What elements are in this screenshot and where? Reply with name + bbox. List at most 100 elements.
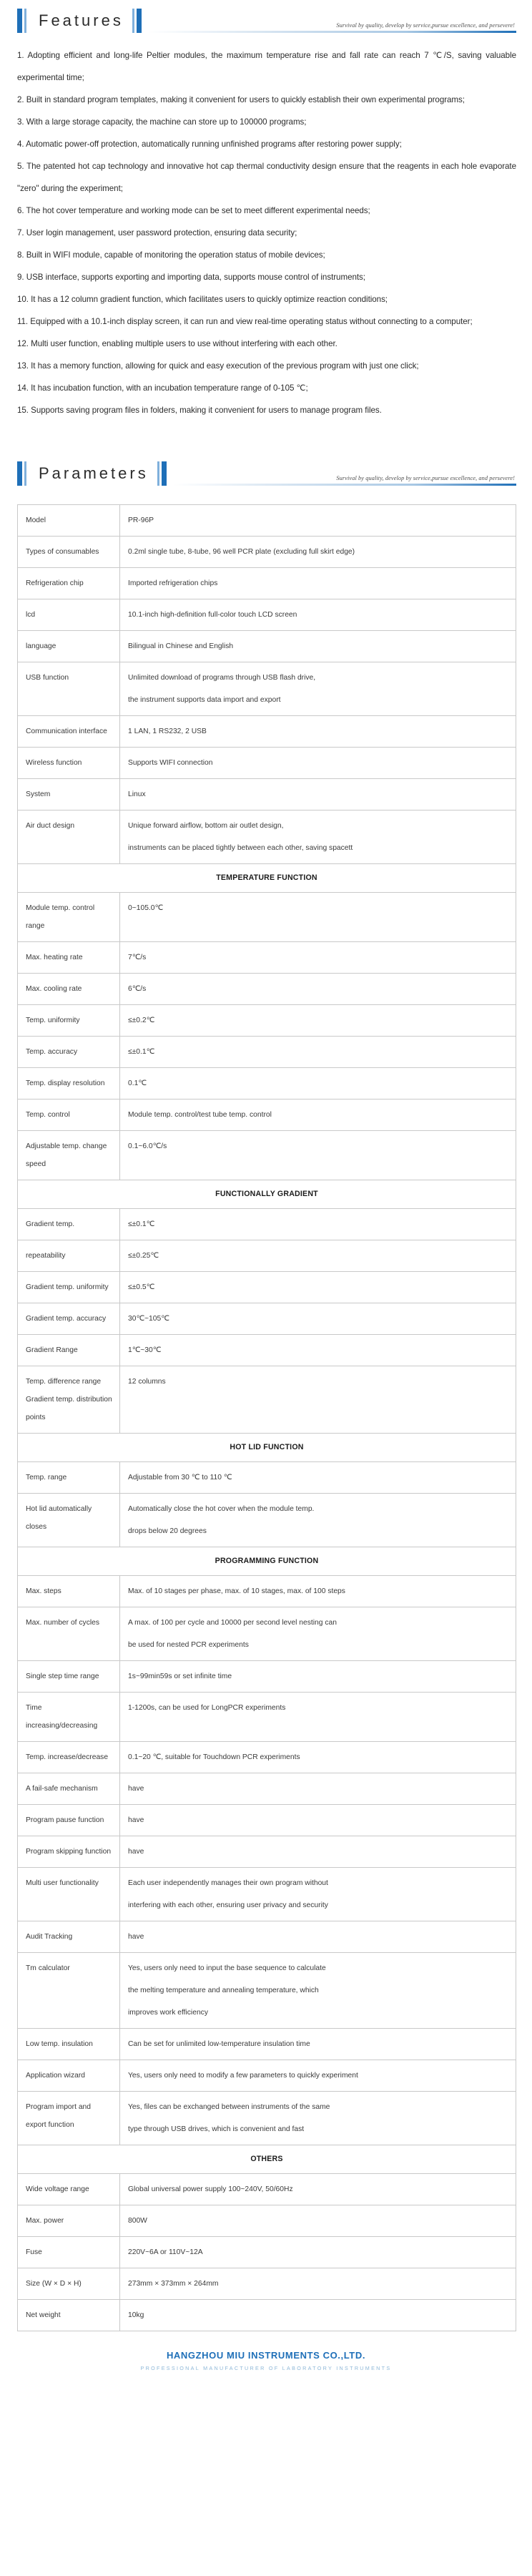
table-cell-line: 10.1-inch high-definition full-color tou… — [128, 611, 297, 619]
table-cell-key: Temp. accuracy — [17, 1036, 120, 1068]
table-cell-line: 1 LAN, 1 RS232, 2 USB — [128, 728, 207, 735]
table-cell-line: Can be set for unlimited low-temperature… — [128, 2040, 310, 2048]
table-row: Program import and export function Yes, f… — [17, 2091, 516, 2145]
table-cell-key: Gradient Range — [17, 1334, 120, 1366]
table-cell-line: Bilingual in Chinese and English — [128, 642, 234, 650]
feature-item: 11. Equipped with a 10.1-inch display sc… — [17, 317, 473, 326]
table-cell-key: Adjustable temp. change speed — [17, 1130, 120, 1180]
parameters-table: Model PR-96P Types of consumables 0.2ml sin… — [17, 504, 516, 2331]
table-cell-line: 220V~6A or 110V~12A — [128, 2248, 203, 2256]
table-cell-line: ≤±0.25℃ — [128, 1252, 159, 1260]
table-cell-line: the melting temperature and annealing te… — [128, 1987, 319, 1994]
table-cell-line: type through USB drives, which is conven… — [128, 2125, 305, 2133]
table-row: Communication interface 1 LAN, 1 RS232, 2… — [17, 715, 516, 748]
table-row: Temp. range Adjustable from 30 ℃ to 110 ℃ — [17, 1461, 516, 1494]
table-cell-line: 6℃/s — [128, 985, 147, 993]
table-cell-value: 1-1200s, can be used for LongPCR experim… — [119, 1692, 516, 1742]
table-cell-key: Max. number of cycles — [17, 1607, 120, 1661]
table-cell-key: Net weight — [17, 2299, 120, 2331]
table-cell-line: Yes, files can be exchanged between inst… — [128, 2103, 330, 2111]
table-row: Gradient Range 1℃~30℃ — [17, 1334, 516, 1366]
table-cell-line: 30℃~105℃ — [128, 1315, 169, 1323]
table-row: Temp. difference range Gradient temp. di… — [17, 1366, 516, 1434]
table-cell-key: Audit Tracking — [17, 1921, 120, 1953]
table-cell-value: ≤±0.5℃ — [119, 1271, 516, 1303]
table-cell-value: 7℃/s — [119, 941, 516, 974]
company-tagline: PROFESSIONAL MANUFACTURER OF LABORATORY … — [140, 2365, 392, 2371]
table-cell-key: Max. steps — [17, 1575, 120, 1607]
table-cell-line: Yes, users only need to input the base s… — [128, 1964, 326, 1972]
table-row: Program skipping function have — [17, 1836, 516, 1868]
table-cell-line: instruments can be placed tightly betwee… — [128, 844, 353, 852]
table-row: Temp. control Module temp. control/test t… — [17, 1099, 516, 1131]
table-cell-value: Yes, users only need to modify a few par… — [119, 2060, 516, 2092]
table-group-label: TEMPERATURE FUNCTION — [17, 863, 516, 893]
table-spacer — [0, 486, 532, 504]
feature-item: 4. Automatic power-off protection, autom… — [17, 139, 402, 149]
table-cell-line: Unlimited download of programs through U… — [128, 674, 316, 682]
accent-bar-thick-icon — [17, 9, 22, 33]
table-cell-value: Linux — [119, 778, 516, 810]
table-cell-value: ≤±0.1℃ — [119, 1208, 516, 1240]
table-row: Max. heating rate 7℃/s — [17, 941, 516, 974]
table-row: Hot lid automatically closes Automaticall… — [17, 1493, 516, 1547]
header-rule — [172, 484, 516, 486]
table-row: Temp. accuracy ≤±0.1℃ — [17, 1036, 516, 1068]
table-cell-line: have — [128, 1785, 144, 1793]
table-cell-line: the instrument supports data import and … — [128, 696, 281, 704]
feature-item: 7. User login management, user password … — [17, 228, 297, 237]
table-cell-value: Unique forward airflow, bottom air outle… — [119, 810, 516, 864]
features-title: Features — [39, 11, 124, 29]
table-cell-key: Temp. control — [17, 1099, 120, 1131]
table-cell-line: 7℃/s — [128, 954, 147, 961]
product-spec-page: Features Survival by quality, develop by… — [0, 9, 532, 2371]
table-cell-line: ≤±0.2℃ — [128, 1017, 155, 1024]
table-row: A fail-safe mechanism have — [17, 1773, 516, 1805]
accent-bar-thin-icon — [24, 461, 26, 486]
table-cell-value: 0~105.0℃ — [119, 892, 516, 942]
table-row: Low temp. insulation Can be set for unlim… — [17, 2028, 516, 2060]
table-cell-key: Max. cooling rate — [17, 973, 120, 1005]
table-cell-line: interfering with each other, ensuring us… — [128, 1901, 328, 1909]
table-cell-value: 220V~6A or 110V~12A — [119, 2236, 516, 2268]
table-cell-value: have — [119, 1836, 516, 1868]
table-group-row: HOT LID FUNCTION — [17, 1433, 516, 1462]
table-row: Max. cooling rate 6℃/s — [17, 973, 516, 1005]
table-cell-value: 6℃/s — [119, 973, 516, 1005]
table-cell-line: be used for nested PCR experiments — [128, 1641, 249, 1649]
table-cell-value: have — [119, 1804, 516, 1836]
company-slogan: Survival by quality, develop by service,… — [336, 22, 515, 29]
table-cell-key: Temp. uniformity — [17, 1004, 120, 1037]
table-cell-key: Max. power — [17, 2205, 120, 2237]
table-cell-value: Max. of 10 stages per phase, max. of 10 … — [119, 1575, 516, 1607]
table-group-row: FUNCTIONALLY GRADIENT — [17, 1180, 516, 1209]
table-cell-key: Wide voltage range — [17, 2173, 120, 2205]
table-cell-key: Gradient temp. uniformity — [17, 1271, 120, 1303]
table-cell-key: Module temp. control range — [17, 892, 120, 942]
table-cell-value: ≤±0.25℃ — [119, 1240, 516, 1272]
table-cell-line: 273mm × 373mm × 264mm — [128, 2280, 219, 2288]
table-cell-value: 800W — [119, 2205, 516, 2237]
table-row: Wireless function Supports WIFI connectio… — [17, 747, 516, 779]
table-cell-line: Unique forward airflow, bottom air outle… — [128, 822, 284, 830]
table-cell-line: have — [128, 1848, 144, 1856]
table-cell-value: 273mm × 373mm × 264mm — [119, 2268, 516, 2300]
table-cell-key: Temp. range — [17, 1461, 120, 1494]
accent-bars-right — [157, 461, 169, 486]
table-cell-value: 1℃~30℃ — [119, 1334, 516, 1366]
table-cell-value: 0.1~20 ℃, suitable for Touchdown PCR exp… — [119, 1741, 516, 1773]
table-cell-value: A max. of 100 per cycle and 10000 per se… — [119, 1607, 516, 1661]
table-cell-key: Program pause function — [17, 1804, 120, 1836]
company-name: HANGZHOU MIU INSTRUMENTS CO.,LTD. — [166, 2350, 366, 2361]
accent-bars-left — [17, 9, 29, 33]
table-cell-value: Can be set for unlimited low-temperature… — [119, 2028, 516, 2060]
table-cell-line: have — [128, 1933, 144, 1941]
feature-item: 2. Built in standard program templates, … — [17, 95, 465, 104]
table-cell-value: Each user independently manages their ow… — [119, 1867, 516, 1921]
accent-bars-right — [132, 9, 144, 33]
table-row: repeatability ≤±0.25℃ — [17, 1240, 516, 1272]
table-row: Temp. increase/decrease 0.1~20 ℃, suitabl… — [17, 1741, 516, 1773]
table-cell-line: Linux — [128, 790, 146, 798]
table-cell-value: 0.2ml single tube, 8-tube, 96 well PCR p… — [119, 536, 516, 568]
table-cell-line: 0.1℃ — [128, 1079, 147, 1087]
